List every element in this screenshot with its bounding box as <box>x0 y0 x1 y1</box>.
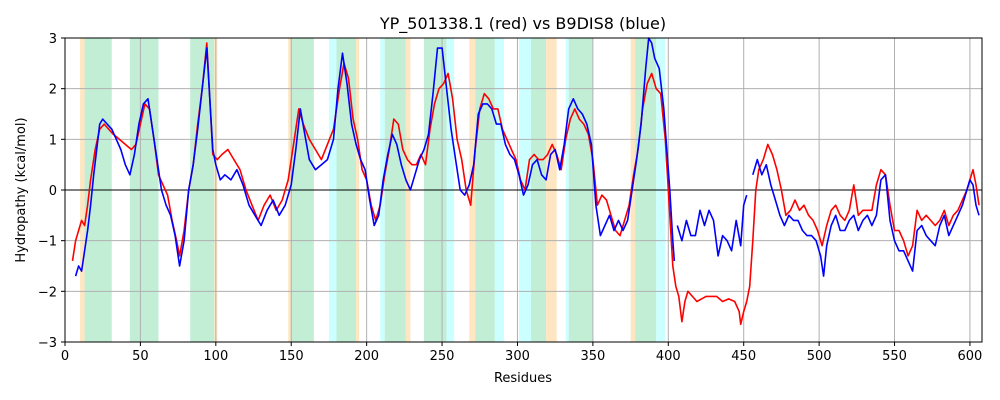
blue-series-line <box>752 158 980 277</box>
blue-series-line <box>676 194 748 257</box>
chart-title: YP_501338.1 (red) vs B9DIS8 (blue) <box>379 14 666 34</box>
x-tick-label: 150 <box>279 349 304 364</box>
y-tick-label: −1 <box>38 235 57 250</box>
blue-series-line <box>74 37 676 277</box>
y-tick-label: 2 <box>49 83 57 98</box>
y-tick-label: −3 <box>38 336 57 351</box>
x-tick-label: 300 <box>505 349 530 364</box>
axis-ticks: 0 50 100 150 200 250 300 350 400 450 500 550 600 −3 −2… <box>38 32 983 364</box>
x-tick-label: 350 <box>580 349 605 364</box>
x-tick-label: 200 <box>354 349 379 364</box>
y-tick-label: 1 <box>49 133 57 148</box>
x-tick-label: 500 <box>807 349 832 364</box>
x-tick-label: 100 <box>203 349 228 364</box>
series-lines <box>71 37 980 326</box>
x-tick-label: 550 <box>882 349 907 364</box>
y-tick-label: 3 <box>49 32 57 47</box>
x-tick-label: 400 <box>656 349 681 364</box>
x-axis-title: Residues <box>494 371 552 386</box>
x-tick-label: 600 <box>958 349 983 364</box>
x-tick-label: 450 <box>731 349 756 364</box>
x-tick-label: 250 <box>430 349 455 364</box>
x-tick-label: 0 <box>61 349 69 364</box>
x-tick-label: 50 <box>132 349 149 364</box>
y-axis-title: Hydropathy (kcal/mol) <box>14 117 29 262</box>
y-tick-label: −2 <box>38 285 57 300</box>
y-tick-label: 0 <box>49 184 57 199</box>
